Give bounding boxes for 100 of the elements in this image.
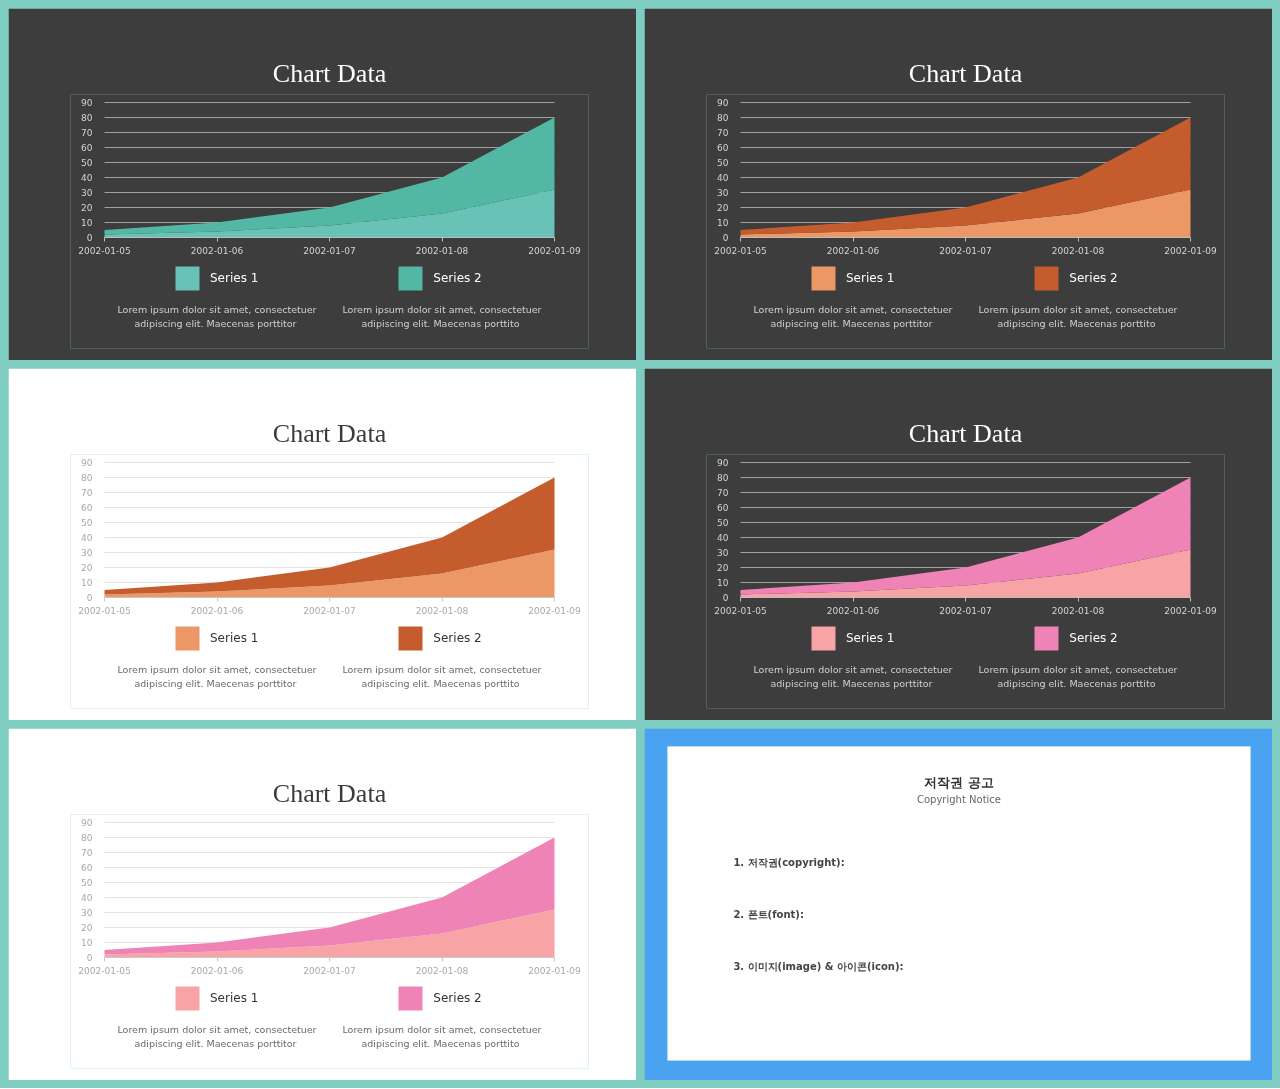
y-tick-label: 30 <box>717 548 729 558</box>
y-tick-label: 10 <box>81 938 93 948</box>
y-tick-label: 0 <box>86 953 93 963</box>
x-tick-label: 2002-01-09 <box>528 245 581 256</box>
text: Lorem ipsum dolor sit amet, consectetuer adipiscing elit. Maecenas porttito <box>342 663 542 689</box>
text: Copyright Notice <box>917 794 1002 806</box>
text: 저작권 공고 <box>924 775 994 791</box>
legend-label: Series 1 <box>210 991 259 1005</box>
y-tick-label: 0 <box>86 593 93 603</box>
y-tick-label: 70 <box>81 488 93 498</box>
y-tick-label: 40 <box>81 893 93 903</box>
y-tick-label: 80 <box>717 473 729 483</box>
y-tick-label: 0 <box>722 233 729 243</box>
x-tick-label: 2002-01-05 <box>714 245 767 256</box>
x-tick-label: 2002-01-06 <box>190 245 244 256</box>
legend-label: Series 2 <box>433 991 482 1005</box>
text: 3. 이미지(image) & 아이콘(icon): <box>733 960 904 972</box>
x-tick-label: 2002-01-08 <box>1051 245 1105 256</box>
y-tick-label: 90 <box>81 818 93 828</box>
x-tick-label: 2002-01-06 <box>190 605 244 616</box>
y-tick-label: 50 <box>717 518 729 528</box>
x-tick-label: 2002-01-07 <box>303 245 356 256</box>
x-tick-label: 2002-01-09 <box>1164 245 1217 256</box>
text: Lorem ipsum dolor sit amet, consectetuer adipiscing elit. Maecenas porttito <box>342 1023 542 1049</box>
y-tick-label: 50 <box>81 878 93 888</box>
y-tick-label: 20 <box>717 563 729 573</box>
text: 1. 저작권(copyright): <box>733 857 845 869</box>
y-tick-label: 0 <box>722 593 729 603</box>
y-tick-label: 70 <box>717 488 729 498</box>
y-tick-label: 40 <box>81 173 93 183</box>
text: Lorem ipsum dolor sit amet, consectetuer adipiscing elit. Maecenas porttitor <box>117 663 317 689</box>
chart-title: Chart Data <box>272 418 387 448</box>
y-tick-label: 20 <box>81 923 93 933</box>
y-tick-label: 80 <box>81 833 93 843</box>
text: Lorem ipsum dolor sit amet, consectetuer adipiscing elit. Maecenas porttitor <box>117 1023 317 1049</box>
chart-title: Chart Data <box>908 418 1023 448</box>
x-tick-label: 2002-01-08 <box>1051 605 1105 616</box>
x-tick-label: 2002-01-07 <box>303 965 356 976</box>
text: Lorem ipsum dolor sit amet, consectetuer adipiscing elit. Maecenas porttitor <box>753 663 953 689</box>
x-tick-label: 2002-01-06 <box>190 965 244 976</box>
y-tick-label: 70 <box>81 848 93 858</box>
x-tick-label: 2002-01-07 <box>939 245 992 256</box>
y-tick-label: 20 <box>81 563 93 573</box>
y-tick-label: 40 <box>717 173 729 183</box>
text: Lorem ipsum dolor sit amet, consectetuer adipiscing elit. Maecenas porttitor <box>753 303 953 329</box>
x-tick-label: 2002-01-05 <box>78 605 131 616</box>
y-tick-label: 10 <box>81 218 93 228</box>
legend-label: Series 1 <box>846 631 895 645</box>
legend-label: Series 1 <box>210 631 259 645</box>
y-tick-label: 90 <box>81 98 93 108</box>
y-tick-label: 90 <box>81 458 93 468</box>
text: Lorem ipsum dolor sit amet, consectetuer adipiscing elit. Maecenas porttitor <box>117 303 317 329</box>
y-tick-label: 90 <box>717 98 729 108</box>
x-tick-label: 2002-01-08 <box>415 245 469 256</box>
x-tick-label: 2002-01-09 <box>528 965 581 976</box>
legend-label: Series 2 <box>1069 631 1118 645</box>
text: Lorem ipsum dolor sit amet, consectetuer adipiscing elit. Maecenas porttito <box>978 663 1178 689</box>
legend-label: Series 1 <box>210 271 259 285</box>
x-tick-label: 2002-01-05 <box>78 965 131 976</box>
chart-title: Chart Data <box>908 58 1023 88</box>
y-tick-label: 60 <box>81 503 93 513</box>
legend-label: Series 2 <box>433 271 482 285</box>
y-tick-label: 10 <box>717 218 729 228</box>
y-tick-label: 30 <box>81 908 93 918</box>
y-tick-label: 60 <box>81 143 93 153</box>
y-tick-label: 30 <box>81 548 93 558</box>
y-tick-label: 50 <box>81 518 93 528</box>
y-tick-label: 80 <box>81 113 93 123</box>
x-tick-label: 2002-01-05 <box>714 605 767 616</box>
y-tick-label: 0 <box>86 233 93 243</box>
y-tick-label: 50 <box>717 158 729 168</box>
x-tick-label: 2002-01-07 <box>939 605 992 616</box>
x-tick-label: 2002-01-07 <box>303 605 356 616</box>
y-tick-label: 20 <box>717 203 729 213</box>
x-tick-label: 2002-01-09 <box>1164 605 1217 616</box>
x-tick-label: 2002-01-06 <box>826 605 880 616</box>
y-tick-label: 50 <box>81 158 93 168</box>
text: 2. 폰트(font): <box>733 908 804 920</box>
x-tick-label: 2002-01-08 <box>415 605 469 616</box>
x-tick-label: 2002-01-06 <box>826 245 880 256</box>
legend-label: Series 2 <box>1069 271 1118 285</box>
y-tick-label: 80 <box>717 113 729 123</box>
y-tick-label: 30 <box>81 188 93 198</box>
y-tick-label: 40 <box>81 533 93 543</box>
y-tick-label: 30 <box>717 188 729 198</box>
legend-label: Series 2 <box>433 631 482 645</box>
y-tick-label: 60 <box>81 863 93 873</box>
chart-title: Chart Data <box>272 778 387 808</box>
text: Lorem ipsum dolor sit amet, consectetuer adipiscing elit. Maecenas porttito <box>978 303 1178 329</box>
y-tick-label: 40 <box>717 533 729 543</box>
x-tick-label: 2002-01-05 <box>78 245 131 256</box>
y-tick-label: 20 <box>81 203 93 213</box>
y-tick-label: 60 <box>717 503 729 513</box>
y-tick-label: 80 <box>81 473 93 483</box>
legend-label: Series 1 <box>846 271 895 285</box>
y-tick-label: 60 <box>717 143 729 153</box>
text: Lorem ipsum dolor sit amet, consectetuer adipiscing elit. Maecenas porttito <box>342 303 542 329</box>
y-tick-label: 10 <box>81 578 93 588</box>
chart-title: Chart Data <box>272 58 387 88</box>
y-tick-label: 10 <box>717 578 729 588</box>
